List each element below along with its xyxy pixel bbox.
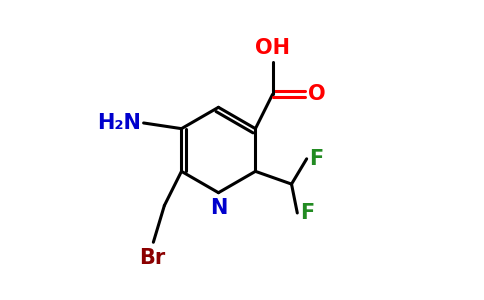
Text: Br: Br <box>139 248 165 268</box>
Text: O: O <box>308 84 326 104</box>
Text: OH: OH <box>255 38 290 58</box>
Text: H₂N: H₂N <box>97 113 141 133</box>
Text: F: F <box>300 203 315 223</box>
Text: N: N <box>210 198 227 218</box>
Text: F: F <box>310 149 324 169</box>
